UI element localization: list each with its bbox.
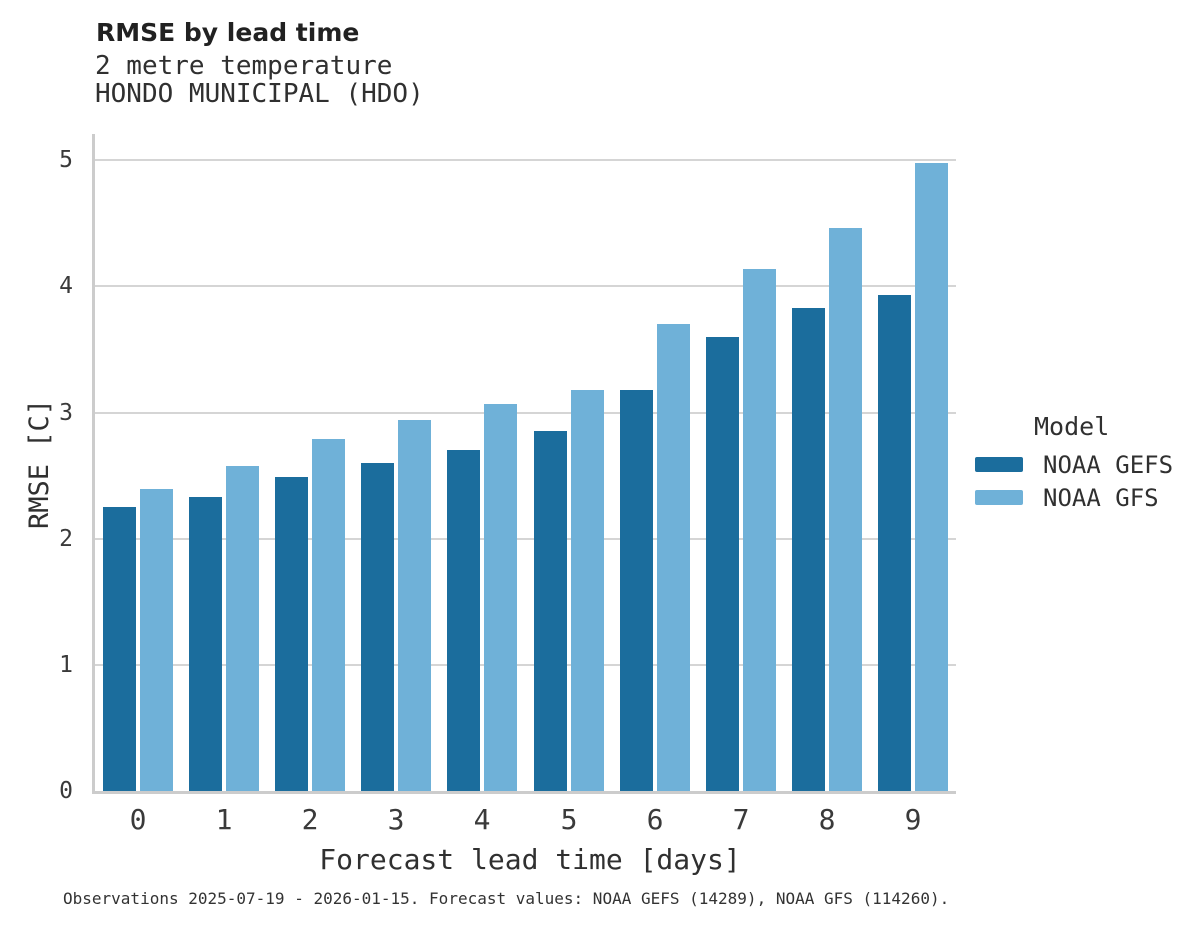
x-tick-label-8: 8: [818, 803, 836, 836]
bar-noaa-gfs-day-0: [140, 489, 173, 791]
legend-label: NOAA GFS: [1043, 483, 1159, 512]
x-tick-label-9: 9: [904, 803, 922, 836]
bar-noaa-gfs-day-6: [657, 324, 690, 791]
bar-noaa-gefs-day-4: [447, 450, 480, 791]
legend-entry-noaa-gefs: NOAA GEFS: [963, 448, 1173, 481]
bar-noaa-gefs-day-5: [534, 431, 567, 791]
legend-title: Model: [1034, 412, 1110, 441]
gridline-y-2: [95, 537, 956, 540]
x-axis-label: Forecast lead time [days]: [319, 843, 741, 876]
gridline-y-3: [95, 411, 956, 414]
legend-entry-noaa-gfs: NOAA GFS: [963, 481, 1173, 514]
bar-noaa-gefs-day-0: [103, 507, 136, 791]
bar-noaa-gefs-day-9: [878, 295, 911, 791]
legend-items: NOAA GEFS NOAA GFS: [963, 448, 1173, 514]
y-tick-label-1: 1: [59, 651, 73, 678]
bar-noaa-gfs-day-4: [484, 404, 517, 791]
legend-label: NOAA GEFS: [1043, 450, 1174, 479]
x-tick-label-7: 7: [732, 803, 750, 836]
bar-noaa-gefs-day-1: [189, 497, 222, 791]
y-tick-label-3: 3: [59, 399, 73, 426]
x-tick-label-0: 0: [129, 803, 147, 836]
y-axis-spine: [92, 134, 95, 794]
bar-noaa-gfs-day-8: [829, 228, 862, 791]
bar-noaa-gefs-day-3: [361, 463, 394, 791]
plot-area: 0 1 2 3 4 5 0 1 2 3 4 5 6 7 8 9: [59, 134, 956, 835]
bar-noaa-gfs-day-7: [743, 269, 776, 791]
y-tick-label-0: 0: [59, 778, 73, 804]
x-tick-label-1: 1: [215, 803, 233, 836]
footnote: Observations 2025-07-19 - 2026-01-15. Fo…: [63, 889, 950, 908]
gridline-y-1: [95, 663, 956, 666]
x-tick-label-3: 3: [387, 803, 405, 836]
bar-noaa-gefs-day-6: [620, 390, 653, 791]
legend-swatch-noaa-gfs: [975, 490, 1023, 505]
bar-noaa-gfs-day-3: [398, 420, 431, 791]
chart-subtitle-variable: 2 metre temperature: [95, 51, 393, 81]
x-tick-label-5: 5: [560, 803, 578, 836]
gridline-y-5: [95, 159, 956, 162]
legend: Model NOAA GEFS NOAA GFS: [963, 412, 1173, 514]
y-tick-label-5: 5: [59, 147, 73, 174]
legend-swatch-noaa-gefs: [975, 457, 1023, 472]
bar-noaa-gfs-day-5: [571, 390, 604, 791]
bar-noaa-gefs-day-7: [706, 337, 739, 791]
bar-noaa-gefs-day-8: [792, 308, 825, 791]
bar-noaa-gfs-day-1: [226, 466, 259, 791]
bar-noaa-gfs-day-9: [915, 163, 948, 791]
bar-noaa-gefs-day-2: [275, 477, 308, 791]
bar-noaa-gfs-day-2: [312, 439, 345, 791]
x-tick-label-6: 6: [646, 803, 664, 836]
y-tick-label-2: 2: [59, 525, 73, 552]
y-tick-label-4: 4: [59, 273, 73, 300]
x-axis-spine: [92, 791, 956, 794]
chart-subtitle-station: HONDO MUNICIPAL (HDO): [95, 79, 424, 109]
chart-title: RMSE by lead time: [96, 18, 360, 47]
x-tick-label-4: 4: [473, 803, 491, 836]
gridline-y-4: [95, 285, 956, 288]
x-tick-label-2: 2: [301, 803, 319, 836]
